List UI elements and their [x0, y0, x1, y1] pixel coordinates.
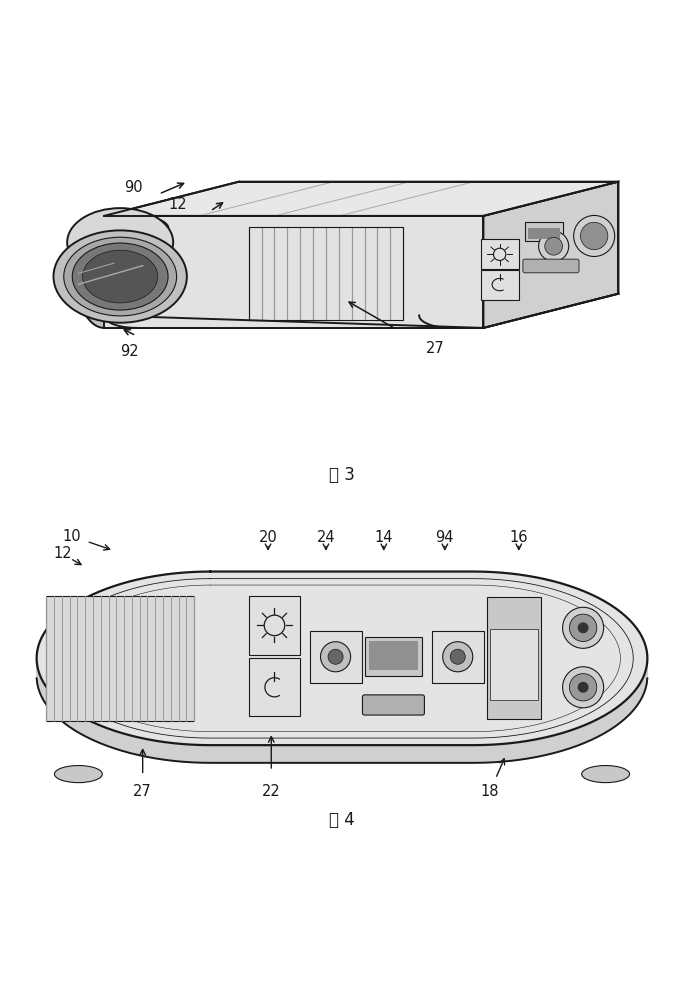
Text: 10: 10: [63, 529, 81, 544]
Ellipse shape: [581, 766, 629, 783]
Ellipse shape: [67, 208, 173, 277]
Ellipse shape: [53, 230, 187, 323]
Polygon shape: [104, 216, 130, 322]
Polygon shape: [104, 216, 484, 328]
Circle shape: [569, 614, 596, 641]
Circle shape: [562, 607, 603, 648]
Ellipse shape: [64, 237, 176, 316]
Text: 20: 20: [259, 530, 278, 545]
Circle shape: [544, 237, 562, 255]
Text: 图 4: 图 4: [329, 811, 355, 829]
FancyBboxPatch shape: [363, 695, 424, 715]
Circle shape: [577, 622, 588, 633]
Bar: [525, 222, 563, 241]
Polygon shape: [104, 182, 618, 216]
Text: 24: 24: [317, 530, 335, 545]
Text: 图 3: 图 3: [329, 466, 355, 484]
Text: 92: 92: [120, 344, 139, 359]
Bar: [432, 631, 484, 683]
Circle shape: [574, 215, 615, 256]
Bar: [47, 596, 194, 721]
Ellipse shape: [83, 250, 158, 303]
Circle shape: [581, 222, 608, 250]
Polygon shape: [419, 315, 484, 328]
Bar: [310, 631, 362, 683]
Circle shape: [577, 682, 588, 693]
Bar: [249, 658, 300, 716]
Circle shape: [562, 667, 603, 708]
Bar: [480, 270, 518, 300]
Circle shape: [443, 642, 473, 672]
Polygon shape: [37, 661, 647, 763]
Bar: [369, 641, 418, 670]
Bar: [528, 228, 560, 239]
Bar: [486, 597, 541, 719]
Text: 14: 14: [375, 530, 393, 545]
Circle shape: [328, 649, 343, 664]
Text: 94: 94: [436, 530, 454, 545]
Bar: [480, 239, 518, 269]
Polygon shape: [104, 315, 136, 328]
Text: 12: 12: [169, 197, 187, 212]
Polygon shape: [75, 216, 104, 328]
Bar: [490, 629, 538, 700]
Ellipse shape: [55, 766, 103, 783]
Polygon shape: [37, 572, 647, 745]
Text: 27: 27: [426, 341, 445, 356]
Polygon shape: [136, 216, 168, 228]
Text: 12: 12: [53, 546, 72, 561]
Circle shape: [569, 674, 596, 701]
Ellipse shape: [73, 243, 168, 310]
Bar: [249, 596, 300, 655]
Text: 90: 90: [124, 180, 142, 195]
Bar: [365, 637, 422, 676]
Text: 22: 22: [262, 784, 280, 799]
Circle shape: [538, 231, 568, 261]
Polygon shape: [484, 182, 618, 328]
FancyBboxPatch shape: [523, 259, 579, 273]
Text: 16: 16: [510, 530, 528, 545]
Polygon shape: [104, 216, 484, 328]
Circle shape: [321, 642, 351, 672]
Text: 18: 18: [481, 784, 499, 799]
Text: 27: 27: [133, 784, 152, 799]
Circle shape: [450, 649, 465, 664]
